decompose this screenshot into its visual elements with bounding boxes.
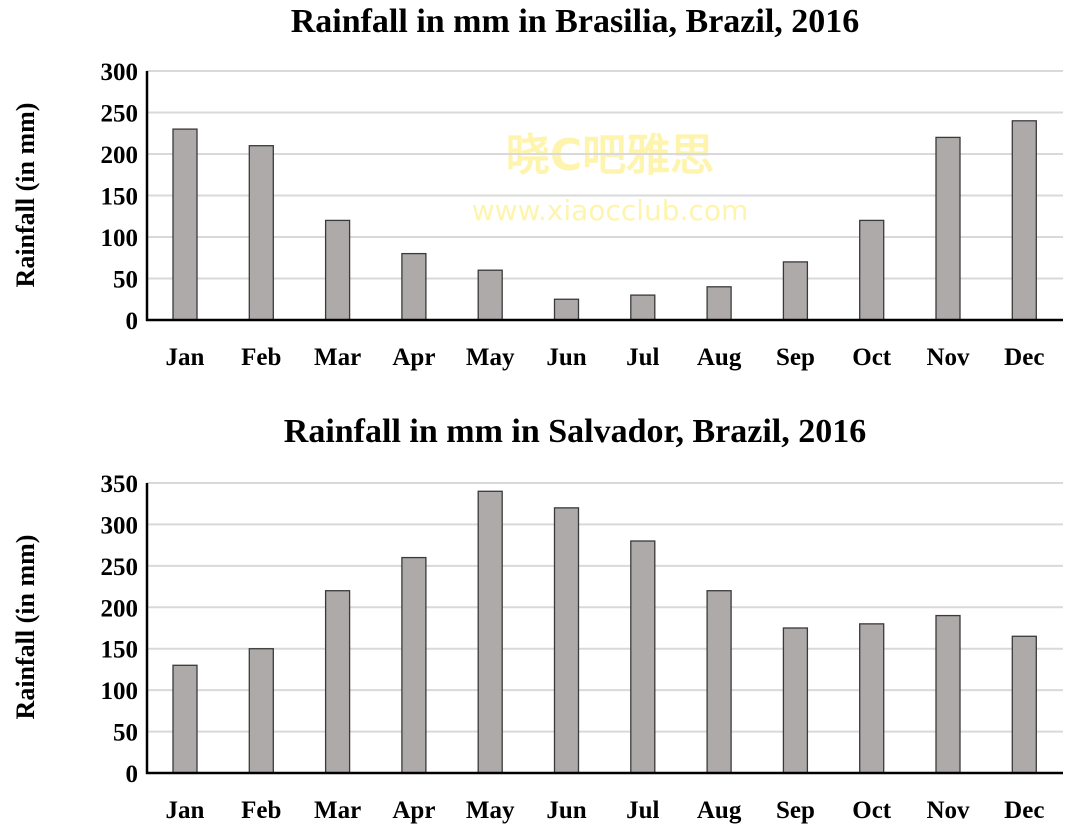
bar-oct xyxy=(859,623,885,774)
x-tick-label: May xyxy=(466,797,515,824)
x-tick-label: Feb xyxy=(241,797,281,824)
bar-jun xyxy=(553,298,580,321)
bar-mar xyxy=(324,590,351,774)
salvador-chart: Rainfall in mm in Salvador, Brazil, 2016… xyxy=(11,413,1063,824)
y-tick-label: 0 xyxy=(126,308,139,335)
bar-jan xyxy=(172,128,198,321)
y-tick-label: 150 xyxy=(101,184,139,211)
x-tick-label: Apr xyxy=(392,344,435,371)
y-tick-label: 100 xyxy=(101,678,139,705)
bar-jan xyxy=(172,664,198,774)
x-tick-label: Jul xyxy=(626,797,659,824)
bar-dec xyxy=(1011,120,1037,321)
y-axis-label: Rainfall (in mm) xyxy=(11,103,40,288)
bar-may xyxy=(477,490,503,774)
bar-nov xyxy=(935,136,961,321)
bar-apr xyxy=(401,556,427,774)
x-tick-label: Aug xyxy=(697,797,742,824)
y-tick-label: 150 xyxy=(101,637,139,664)
y-tick-label: 200 xyxy=(101,142,139,169)
bar-nov xyxy=(935,614,961,774)
brasilia-chart: Rainfall in mm in Brasilia, Brazil, 2016… xyxy=(11,3,1063,371)
x-tick-label: Sep xyxy=(776,344,815,371)
x-tick-label: Oct xyxy=(852,797,892,824)
y-tick-label: 350 xyxy=(101,471,139,498)
bar-jul xyxy=(630,540,656,774)
y-tick-label: 300 xyxy=(101,512,139,539)
bar-jun xyxy=(553,507,580,774)
x-tick-label: Jun xyxy=(546,344,586,371)
y-tick-label: 50 xyxy=(113,267,138,294)
bar-sep xyxy=(782,627,809,774)
bar-feb xyxy=(248,145,274,321)
x-tick-label: Sep xyxy=(776,797,815,824)
bar-sep xyxy=(782,261,809,321)
x-tick-label: Feb xyxy=(241,344,281,371)
y-tick-label: 0 xyxy=(126,761,139,788)
bar-jul xyxy=(630,294,656,321)
x-tick-label: Mar xyxy=(314,797,361,824)
bar-mar xyxy=(324,219,351,321)
bar-aug xyxy=(706,590,732,774)
x-tick-label: Dec xyxy=(1004,344,1044,371)
x-tick-label: Jul xyxy=(626,344,659,371)
chart-title: Rainfall in mm in Brasilia, Brazil, 2016 xyxy=(291,3,860,40)
y-tick-label: 250 xyxy=(101,101,139,128)
bar-oct xyxy=(859,219,885,321)
y-tick-label: 300 xyxy=(101,59,139,86)
x-tick-label: May xyxy=(466,344,515,371)
bar-may xyxy=(477,269,503,321)
bar-dec xyxy=(1011,635,1037,774)
x-tick-label: Nov xyxy=(926,797,970,824)
x-tick-label: Apr xyxy=(392,797,435,824)
bar-aug xyxy=(706,286,732,321)
x-tick-label: Mar xyxy=(314,344,361,371)
x-tick-label: Oct xyxy=(852,344,892,371)
x-tick-label: Dec xyxy=(1004,797,1044,824)
watermark-url: www.xiaocclub.com xyxy=(472,194,748,227)
bar-feb xyxy=(248,648,274,774)
y-axis-label: Rainfall (in mm) xyxy=(11,535,40,720)
y-tick-label: 100 xyxy=(101,225,139,252)
x-tick-label: Nov xyxy=(926,344,970,371)
x-tick-label: Jun xyxy=(546,797,586,824)
x-tick-label: Jan xyxy=(166,344,205,371)
watermark-text: 晓C吧雅思 xyxy=(506,130,714,181)
x-tick-label: Jan xyxy=(166,797,205,824)
x-tick-label: Aug xyxy=(697,344,742,371)
watermark: 晓C吧雅思 www.xiaocclub.com xyxy=(472,130,748,227)
y-tick-label: 250 xyxy=(101,554,139,581)
bar-apr xyxy=(401,252,427,321)
y-tick-label: 50 xyxy=(113,720,138,747)
chart-title: Rainfall in mm in Salvador, Brazil, 2016 xyxy=(284,413,866,450)
y-tick-label: 200 xyxy=(101,595,139,622)
